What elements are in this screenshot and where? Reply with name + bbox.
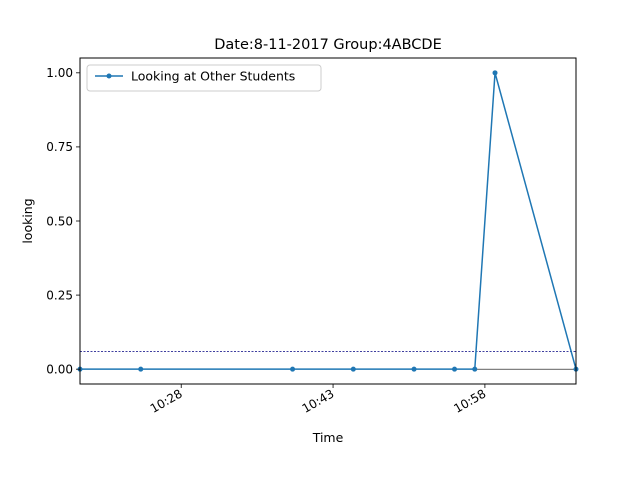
reference-lines <box>80 351 576 370</box>
y-tick-label: 0.50 <box>46 214 73 228</box>
x-axis: 10:28 10:43 10:58 <box>148 384 488 416</box>
y-tick-label: 1.00 <box>46 66 73 80</box>
data-point <box>290 366 296 372</box>
y-tick-label: 0.25 <box>46 288 73 302</box>
x-tick-label: 10:58 <box>451 386 488 415</box>
data-point <box>350 366 356 372</box>
data-point <box>452 366 458 372</box>
data-point <box>411 366 417 372</box>
x-tick-label: 10:43 <box>300 386 337 415</box>
series-layer <box>77 70 579 372</box>
legend-label: Looking at Other Students <box>131 69 295 84</box>
legend-box <box>86 64 322 92</box>
chart-title: Date:8-11-2017 Group:4ABCDE <box>214 37 442 53</box>
y-axis-label: looking <box>20 198 35 243</box>
y-tick-label: 0.75 <box>46 140 73 154</box>
data-point <box>138 366 144 372</box>
legend: Looking at Other Students <box>86 64 322 92</box>
y-axis: 0.00 0.25 0.50 0.75 1.00 <box>46 66 80 376</box>
x-tick-label: 10:28 <box>148 386 185 415</box>
x-axis-label: Time <box>312 430 344 445</box>
legend-marker <box>106 73 112 79</box>
data-point <box>492 70 498 76</box>
data-point <box>472 366 478 372</box>
y-tick-label: 0.00 <box>46 362 73 376</box>
plot-frame <box>79 57 577 385</box>
series-line <box>80 72 577 370</box>
